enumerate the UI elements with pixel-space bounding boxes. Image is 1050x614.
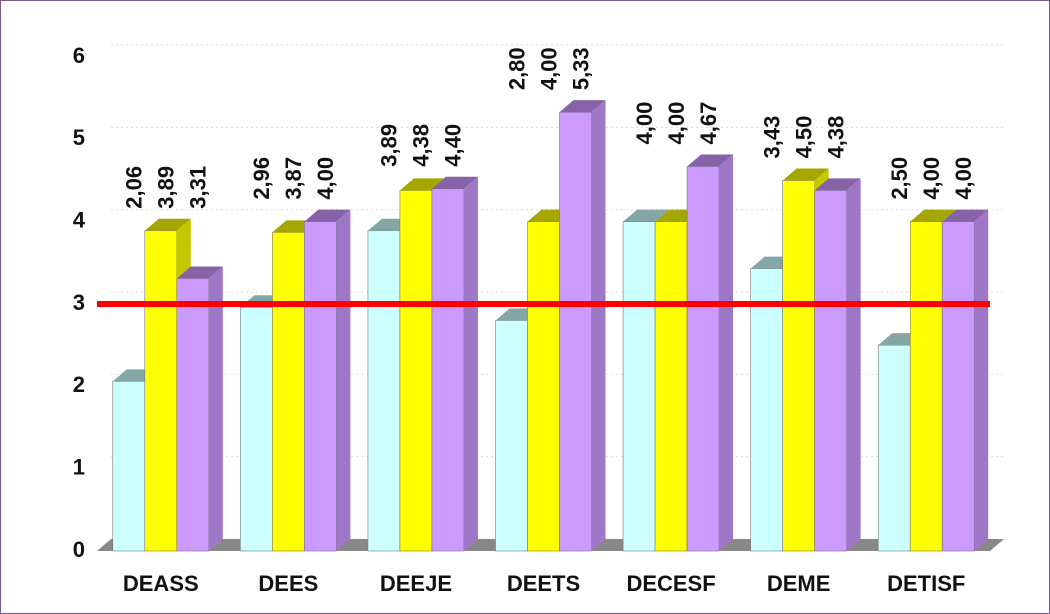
x-tick-label: DEETS bbox=[507, 571, 580, 596]
bar-side bbox=[591, 100, 606, 551]
bar-front bbox=[527, 221, 560, 552]
bar-top bbox=[304, 209, 351, 222]
value-label: 4,00 bbox=[632, 102, 657, 145]
bar-front bbox=[304, 221, 337, 552]
bar-front bbox=[495, 320, 528, 552]
bar-front bbox=[240, 306, 273, 552]
value-label: 3,89 bbox=[377, 124, 402, 167]
x-tick-label: DECESF bbox=[626, 571, 715, 596]
bar-side bbox=[208, 266, 223, 551]
bar-front bbox=[909, 221, 943, 552]
bar-front bbox=[782, 180, 815, 552]
bar-front bbox=[654, 221, 688, 552]
bar-front bbox=[559, 111, 592, 552]
value-label: 2,06 bbox=[122, 166, 147, 209]
x-tick-label: DEME bbox=[767, 571, 831, 596]
bar-top bbox=[431, 176, 478, 189]
y-tick-label: 4 bbox=[73, 207, 86, 232]
value-label: 3,31 bbox=[186, 166, 211, 209]
value-label: 2,50 bbox=[887, 157, 912, 200]
bar-top bbox=[559, 100, 606, 113]
value-label: 4,00 bbox=[536, 47, 561, 90]
x-tick-label: DEASS bbox=[123, 571, 199, 596]
value-label: 4,38 bbox=[409, 124, 434, 167]
value-label: 2,80 bbox=[504, 47, 529, 90]
bar-front bbox=[367, 230, 401, 552]
bar-top bbox=[910, 209, 957, 222]
bar-side bbox=[463, 176, 478, 551]
y-tick-label: 1 bbox=[73, 454, 85, 479]
value-label: 4,38 bbox=[823, 116, 848, 159]
bar-top bbox=[687, 154, 734, 167]
bar-top bbox=[782, 168, 829, 181]
bar-front bbox=[431, 188, 465, 552]
value-label: 3,43 bbox=[759, 116, 784, 159]
bar-side bbox=[719, 154, 734, 551]
bar-top bbox=[942, 209, 989, 222]
bar-top bbox=[623, 209, 670, 222]
y-tick-label: 0 bbox=[73, 537, 85, 562]
value-label: 4,00 bbox=[313, 157, 338, 200]
bar-front bbox=[622, 221, 656, 552]
y-tick-label: 5 bbox=[73, 125, 85, 150]
bar-top bbox=[176, 266, 223, 279]
bar-side bbox=[336, 209, 351, 551]
value-label: 5,33 bbox=[568, 47, 593, 90]
y-tick-label: 3 bbox=[73, 290, 85, 315]
bar-front bbox=[112, 381, 146, 552]
x-tick-label: DEEJE bbox=[380, 571, 452, 596]
value-label: 4,00 bbox=[664, 102, 689, 145]
bar-top bbox=[814, 178, 861, 191]
value-label: 2,96 bbox=[249, 157, 274, 200]
value-label: 4,00 bbox=[919, 157, 944, 200]
value-label: 4,00 bbox=[951, 157, 976, 200]
bar-front bbox=[176, 278, 210, 552]
y-tick-label: 2 bbox=[73, 372, 85, 397]
value-label: 4,67 bbox=[696, 102, 721, 145]
bar-front bbox=[750, 268, 783, 552]
value-label: 3,89 bbox=[154, 166, 179, 209]
x-tick-label: DETISF bbox=[887, 571, 965, 596]
bar-front bbox=[941, 221, 975, 552]
bar-front bbox=[814, 190, 847, 552]
value-label: 4,50 bbox=[791, 116, 816, 159]
y-tick-label: 6 bbox=[73, 43, 85, 68]
value-label: 3,87 bbox=[281, 157, 306, 200]
bar-front bbox=[399, 190, 433, 552]
bar-side bbox=[974, 209, 989, 551]
bar-front bbox=[686, 166, 720, 552]
bar-top bbox=[144, 218, 191, 231]
bar-front bbox=[144, 230, 178, 552]
bar-front bbox=[272, 232, 305, 552]
x-tick-label: DEES bbox=[258, 571, 318, 596]
bar-side bbox=[846, 178, 861, 551]
value-label: 4,40 bbox=[441, 124, 466, 167]
bar-front bbox=[877, 344, 911, 552]
